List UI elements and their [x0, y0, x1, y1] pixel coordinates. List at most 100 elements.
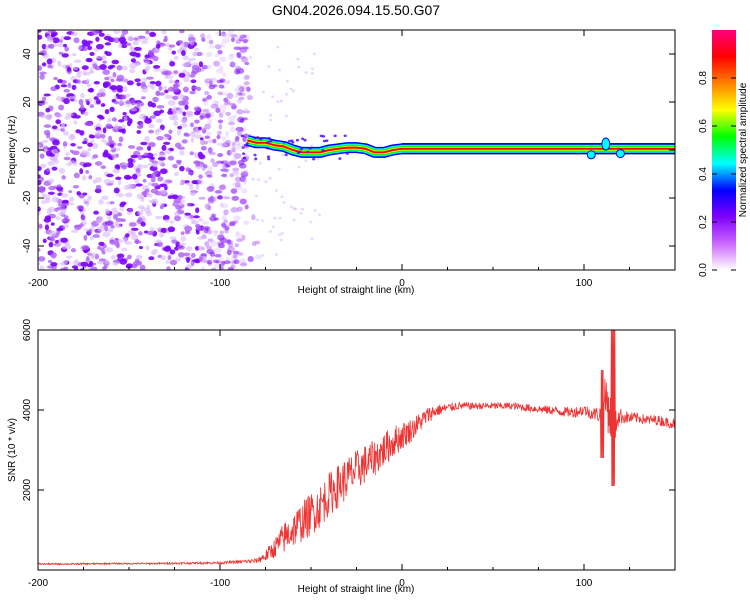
- spectrogram-noise-speckle: [197, 179, 204, 185]
- spectrogram-noise-speckle: [45, 107, 51, 113]
- spectrogram-noise-speckle: [89, 51, 95, 57]
- ridge-disturbance: [601, 137, 611, 151]
- spectrogram-noise-speckle: [94, 177, 102, 183]
- spectrogram-noise-speckle: [109, 106, 115, 112]
- spectrogram-noise-speckle: [162, 38, 168, 42]
- spectrogram-noise-speckle: [208, 45, 217, 49]
- spectrogram-y-tick-label: -20: [22, 190, 33, 205]
- spectrogram-noise-speckle: [93, 210, 99, 215]
- spectrogram-noise-speckle: [310, 67, 315, 71]
- spectrogram-noise-speckle: [237, 87, 243, 92]
- spectrogram-noise-speckle: [189, 40, 195, 46]
- spectrogram-noise-speckle: [217, 234, 225, 241]
- spectrogram-noise-speckle: [141, 86, 149, 93]
- spectrogram-noise-speckle: [38, 256, 46, 262]
- spectrogram-noise-speckle: [68, 196, 75, 202]
- spectrogram-noise-speckle: [114, 164, 120, 170]
- spectrogram-noise-speckle: [236, 130, 243, 136]
- spectrogram-noise-speckle: [216, 79, 224, 84]
- spectrogram-noise-speckle: [176, 81, 182, 86]
- spectrogram-noise-speckle: [201, 128, 207, 134]
- spectrogram-noise-speckle: [59, 39, 63, 43]
- spectrogram-noise-speckle: [130, 58, 136, 63]
- spectrogram-noise-speckle: [63, 97, 70, 105]
- spectrogram-noise-speckle: [203, 164, 208, 169]
- spectrogram-noise-speckle: [240, 34, 247, 39]
- ridge-speckle: [345, 152, 349, 155]
- spectrogram-noise-speckle: [185, 264, 192, 270]
- spectrogram-noise-speckle: [240, 262, 248, 266]
- spectrogram-noise-speckle: [154, 239, 163, 244]
- spectrogram-noise-speckle: [167, 226, 176, 233]
- spectrogram-noise-speckle: [207, 238, 214, 242]
- spectrogram-noise-speckle: [85, 151, 91, 157]
- spectrogram-noise-speckle: [92, 63, 98, 69]
- snr-panel: -200 -100 0 100 2000 4000 6000 Height of stra…: [7, 318, 676, 595]
- spectrogram-noise-speckle: [59, 262, 68, 266]
- spectrogram-noise-speckle: [248, 56, 252, 59]
- spectrogram-noise-speckle: [48, 178, 55, 184]
- ridge-band-red: [247, 139, 675, 154]
- spectrogram-noise-speckle: [92, 154, 99, 159]
- spectrogram-noise-speckle: [219, 265, 225, 270]
- spectrogram-noise-speckle: [231, 104, 237, 109]
- spectrogram-noise-speckle: [138, 246, 143, 250]
- spectrogram-noise-speckle: [39, 265, 45, 270]
- spectrogram-noise-speckle: [113, 30, 120, 35]
- spectrogram-noise-speckle: [230, 37, 235, 43]
- spectrogram-noise-speckle: [136, 82, 142, 87]
- spectrogram-noise-speckle: [234, 87, 242, 93]
- spectrogram-noise-speckle: [88, 175, 93, 180]
- spectrogram-noise-speckle: [134, 238, 140, 245]
- spectrogram-noise-field: [38, 30, 322, 270]
- spectrogram-noise-speckle: [214, 53, 220, 58]
- spectrogram-noise-speckle: [149, 80, 156, 85]
- spectrogram-noise-speckle: [184, 225, 193, 232]
- spectrogram-noise-speckle: [126, 211, 132, 215]
- spectrogram-noise-speckle: [157, 176, 164, 182]
- spectrogram-noise-speckle: [127, 229, 135, 235]
- spectrogram-noise-speckle: [94, 161, 103, 166]
- spectrogram-noise-speckle: [160, 168, 168, 175]
- spectrogram-noise-speckle: [189, 90, 196, 95]
- spectrogram-noise-speckle: [48, 185, 56, 191]
- spectrogram-noise-speckle: [150, 156, 155, 160]
- spectrogram-noise-speckle: [160, 227, 168, 234]
- spectrogram-noise-speckle: [147, 182, 153, 186]
- spectrogram-noise-speckle: [61, 175, 66, 180]
- spectrogram-noise-speckle: [274, 253, 279, 256]
- spectrogram-noise-speckle: [125, 175, 133, 180]
- spectrogram-noise-speckle: [219, 104, 228, 110]
- spectrogram-noise-speckle: [136, 35, 145, 40]
- spectrogram-noise-speckle: [109, 140, 115, 145]
- spectrogram-noise-speckle: [121, 77, 129, 83]
- spectrogram-noise-speckle: [225, 139, 232, 146]
- spectrogram-noise-speckle: [230, 188, 238, 194]
- colorbar: 0.0 0.2 0.4 0.6 0.8 Normalized spectral ampl…: [698, 30, 749, 277]
- spectrogram-x-tick-label: -200: [28, 278, 48, 289]
- spectrogram-noise-speckle: [144, 54, 150, 59]
- spectrogram-noise-speckle: [115, 84, 123, 91]
- spectrogram-noise-speckle: [289, 87, 293, 91]
- spectrogram-noise-speckle: [186, 71, 191, 77]
- spectrogram-noise-speckle: [41, 140, 49, 144]
- spectrogram-noise-speckle: [72, 53, 77, 57]
- spectrogram-noise-speckle: [58, 104, 65, 111]
- spectrogram-noise-speckle: [162, 85, 168, 90]
- spectrogram-y-tick-label: 20: [22, 96, 33, 108]
- spectrogram-noise-speckle: [232, 167, 240, 172]
- spectrogram-noise-speckle: [55, 119, 61, 125]
- spectrogram-noise-speckle: [225, 99, 231, 104]
- spectrogram-noise-speckle: [85, 78, 90, 84]
- spectrogram-noise-speckle: [73, 59, 82, 64]
- spectrogram-noise-speckle: [104, 42, 112, 46]
- spectrogram-noise-speckle: [46, 58, 53, 65]
- spectrogram-noise-speckle: [231, 170, 240, 175]
- spectrogram-noise-speckle: [231, 141, 236, 147]
- spectrogram-noise-speckle: [223, 196, 231, 200]
- spectrogram-noise-speckle: [38, 34, 43, 40]
- spectrogram-noise-speckle: [232, 182, 238, 187]
- spectrogram-ridge: [240, 134, 675, 161]
- spectrogram-noise-speckle: [171, 113, 178, 118]
- spectrogram-noise-speckle: [236, 92, 243, 96]
